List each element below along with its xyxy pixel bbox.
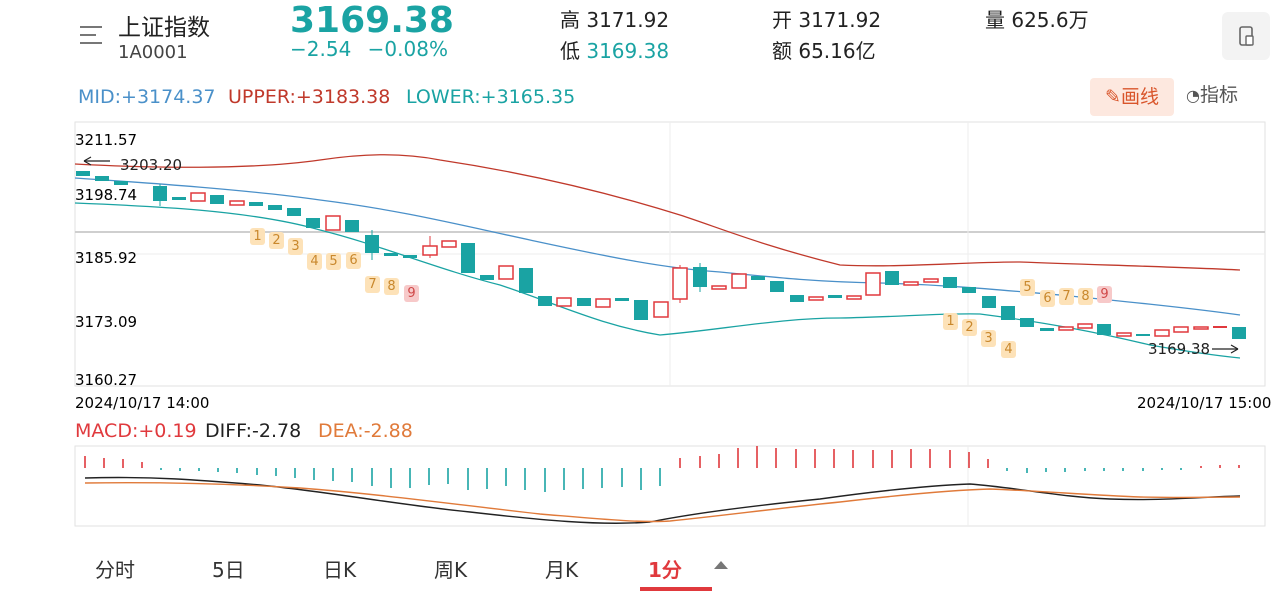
sequence-tag: 8: [384, 278, 399, 295]
sequence-tag: 3: [288, 238, 303, 255]
indicator-button[interactable]: ◔指标: [1186, 84, 1238, 106]
y-tick: 3185.92: [75, 249, 137, 267]
sequence-tag: 7: [1059, 288, 1074, 305]
end-date: 2024/10/17 15:00: [1137, 394, 1271, 412]
amount-field: 额 65.16亿: [772, 39, 876, 63]
pencil-icon: ✎: [1105, 86, 1121, 108]
sequence-tag: 3: [981, 330, 996, 347]
boll-upper-legend: UPPER:+3183.38: [228, 86, 391, 108]
last-marker: 3169.38: [1148, 340, 1210, 358]
sequence-tag: 6: [346, 252, 361, 269]
sequence-tag: 9: [404, 285, 419, 302]
start-date: 2024/10/17 14:00: [75, 394, 209, 412]
tab-intraday[interactable]: 分时: [95, 558, 135, 582]
phone-rotate-icon: [1239, 26, 1254, 46]
period-tabbar: 分时 5日 日K 周K 月K 1分: [0, 540, 1278, 592]
macd-histogram: [84, 446, 1240, 492]
tab-5day[interactable]: 5日: [212, 558, 245, 582]
sequence-tag: 1: [250, 228, 265, 245]
amount-value: 65.16亿: [798, 39, 876, 63]
diff-value: DIFF:-2.78: [205, 420, 302, 442]
stock-name: 上证指数: [118, 15, 210, 41]
y-tick: 3198.74: [75, 186, 137, 204]
high-marker: 3203.20: [120, 156, 182, 174]
change-percent: −0.08%: [367, 37, 448, 61]
sequence-tag: 4: [307, 253, 322, 270]
volume-field: 量 625.6万: [985, 8, 1089, 32]
macd-value: MACD:+0.19: [75, 420, 197, 442]
price-change: −2.54 −0.08%: [290, 37, 448, 61]
y-tick: 3173.09: [75, 313, 137, 331]
kline-chart[interactable]: 3211.57 3198.74 3185.92 3173.09 3160.27: [0, 0, 1278, 540]
diff-line: [84, 476, 1241, 524]
current-price: 3169.38: [290, 0, 454, 41]
open-field: 开 3171.92: [772, 8, 882, 32]
sequence-tag: 4: [1001, 341, 1016, 358]
high-value: 3171.92: [586, 8, 670, 32]
boll-mid-legend: MID:+3174.37: [78, 86, 216, 108]
sequence-tag: 2: [962, 319, 977, 336]
dea-value: DEA:-2.88: [318, 420, 413, 442]
tab-monthly-k[interactable]: 月K: [545, 558, 579, 582]
sequence-tag: 6: [1040, 290, 1055, 307]
sequence-tag: 5: [1020, 279, 1035, 296]
tab-daily-k[interactable]: 日K: [323, 558, 357, 582]
tab-1min[interactable]: 1分: [648, 558, 682, 582]
active-tab-indicator: [640, 587, 712, 591]
sequence-tag: 2: [269, 232, 284, 249]
low-field: 低 3169.38: [560, 39, 670, 63]
boll-upper-line: [74, 154, 1241, 271]
draw-line-button[interactable]: ✎画线: [1090, 78, 1174, 116]
sequence-tag: 9: [1097, 286, 1112, 303]
dea-line: [84, 481, 1241, 523]
sequence-tag: 8: [1078, 288, 1093, 305]
y-tick: 3160.27: [75, 371, 137, 389]
open-value: 3171.92: [798, 8, 882, 32]
candles: [76, 171, 1246, 339]
sequence-tag: 1: [943, 313, 958, 330]
boll-lower-legend: LOWER:+3165.35: [406, 86, 576, 108]
caret-up-icon[interactable]: [714, 561, 728, 569]
gauge-icon: ◔: [1186, 86, 1200, 105]
low-value: 3169.38: [586, 39, 670, 63]
boll-lower-line: [74, 202, 1241, 359]
sequence-tag: 5: [326, 253, 341, 270]
landscape-toggle-button[interactable]: [1222, 12, 1270, 60]
sequence-tag: 7: [365, 276, 380, 293]
menu-icon[interactable]: [80, 26, 104, 46]
change-value: −2.54: [290, 37, 352, 61]
stock-code: 1A0001: [118, 42, 188, 63]
y-tick: 3211.57: [75, 131, 137, 149]
tab-weekly-k[interactable]: 周K: [434, 558, 468, 582]
high-field: 高 3171.92: [560, 8, 670, 32]
volume-value: 625.6万: [1011, 8, 1089, 32]
